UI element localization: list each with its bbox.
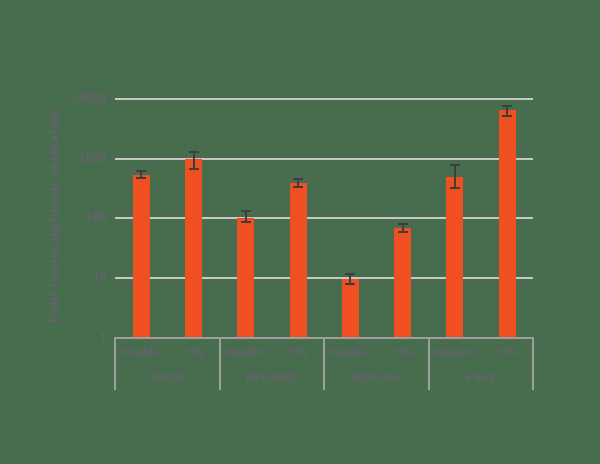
x-group-label: HEK293T (245, 372, 298, 384)
bar (289, 183, 307, 339)
group-separator (218, 337, 221, 390)
error-bar (453, 165, 456, 189)
group-separator (427, 337, 430, 390)
y-tick-label: 10000 (71, 91, 107, 106)
error-bar-bottom-cap (502, 114, 512, 117)
error-bar (297, 178, 299, 188)
gridline (115, 157, 533, 160)
group-separator (114, 337, 116, 390)
x-bar-label: TTN (496, 348, 518, 359)
gridline (115, 276, 533, 279)
bar (498, 110, 516, 339)
error-bar (349, 274, 351, 285)
error-bar-bottom-cap (397, 230, 408, 233)
x-bar-label: POU5F1 (433, 348, 476, 359)
error-bar-top-cap (502, 104, 512, 107)
bar (185, 158, 202, 339)
x-bar-label: TTN (287, 348, 309, 359)
error-bar-bottom-cap (449, 187, 460, 190)
y-tick-label: 1000 (78, 150, 107, 165)
error-bar-top-cap (397, 223, 408, 226)
gridline (115, 98, 533, 101)
y-tick-label: 1 (99, 329, 107, 344)
x-bar-label: POU5F1 (224, 348, 267, 359)
bar (132, 174, 150, 339)
error-bar-bottom-cap (240, 220, 251, 223)
bar (237, 218, 254, 339)
error-bar-top-cap (136, 170, 146, 173)
x-group-label: U2OS (151, 372, 184, 384)
error-bar (140, 171, 142, 179)
x-bar-label: TTN (183, 348, 204, 359)
group-separator (532, 337, 534, 390)
error-bar-top-cap (293, 177, 303, 180)
bar (341, 279, 359, 339)
error-bar-bottom-cap (188, 167, 199, 170)
y-tick-label: 100 (85, 210, 107, 225)
x-bar-label: TTN (392, 348, 413, 359)
error-bar-top-cap (188, 150, 199, 153)
bar (446, 176, 463, 339)
x-group-label: MCF10A (352, 372, 401, 384)
error-bar-bottom-cap (293, 186, 303, 189)
error-bar (244, 211, 247, 222)
error-bar (506, 105, 508, 116)
error-bar-top-cap (449, 164, 460, 167)
group-separator (323, 337, 325, 390)
error-bar-bottom-cap (136, 177, 146, 180)
y-tick-label: 10 (92, 269, 107, 284)
error-bar (401, 224, 404, 232)
gridline (115, 217, 533, 220)
x-bar-label: POU5F1 (329, 348, 371, 359)
error-bar-top-cap (345, 273, 355, 276)
error-bar-bottom-cap (345, 283, 355, 286)
bar (394, 228, 411, 339)
x-group-label: K562 (466, 372, 496, 384)
x-bar-label: POU5F1 (120, 348, 162, 359)
error-bar-top-cap (240, 210, 251, 213)
error-bar (192, 151, 195, 169)
